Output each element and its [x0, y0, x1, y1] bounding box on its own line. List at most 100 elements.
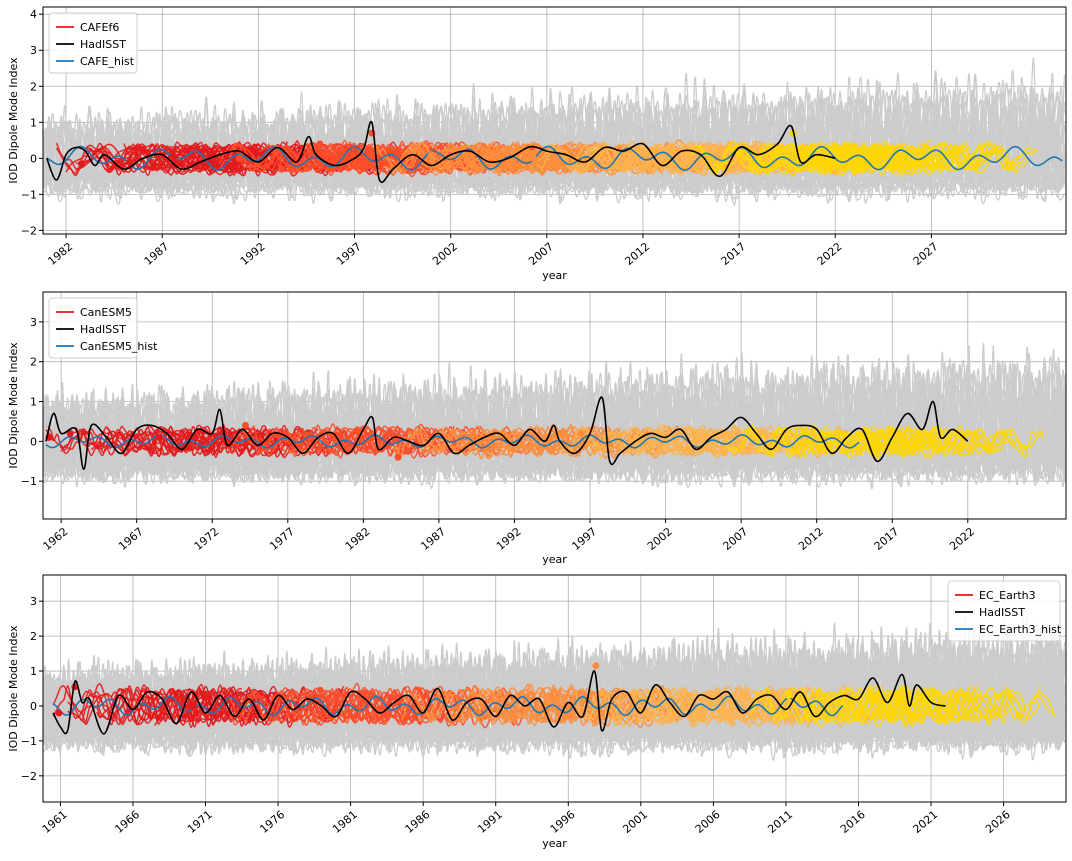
y-tick-label: 0: [30, 435, 37, 448]
y-axis-title: IOD Dipole Mode Index: [7, 57, 20, 184]
forecast-start-marker: [428, 151, 435, 158]
legend: EC_Earth3 HadISST EC_Earth3_hist: [948, 581, 1062, 641]
x-tick-label: 2011: [765, 808, 795, 836]
x-tick-label: 1982: [343, 525, 373, 553]
x-axis-title: year: [542, 837, 567, 850]
forecast-start-marker: [620, 166, 627, 173]
y-tick-label: 1: [30, 665, 37, 678]
forecast-start-marker: [242, 422, 249, 429]
forecast-start-marker: [55, 709, 62, 716]
x-tick-label: 2012: [796, 525, 826, 553]
x-tick-label: 2022: [815, 240, 845, 268]
y-tick-label: 2: [30, 356, 37, 369]
legend-label: CanESM5: [80, 306, 132, 319]
legend-label: CanESM5_hist: [80, 340, 158, 353]
x-tick-label: 1966: [112, 808, 142, 836]
forecast-start-marker: [170, 153, 177, 160]
x-tick-label: 1967: [116, 525, 146, 553]
forecast-start-marker: [395, 454, 402, 461]
plot-area: [43, 344, 1066, 489]
x-tick-label: 2026: [983, 808, 1013, 836]
plot-area: [43, 612, 1065, 760]
x-tick-label: 1997: [569, 525, 599, 553]
y-tick-label: −1: [21, 475, 37, 488]
x-tick-label: 1991: [475, 808, 505, 836]
forecast-start-marker: [189, 702, 196, 709]
y-axis-title: IOD Dipole Mode Index: [7, 625, 20, 752]
x-tick-label: 2002: [645, 525, 675, 553]
y-tick-label: −2: [21, 770, 37, 783]
plot-area: [43, 58, 1065, 205]
y-tick-label: −2: [21, 224, 37, 237]
x-tick-label: 1987: [142, 240, 172, 268]
x-tick-label: 1972: [192, 525, 222, 553]
x-tick-label: 1986: [403, 808, 433, 836]
x-tick-label: 1992: [494, 525, 524, 553]
x-tick-label: 2007: [721, 525, 751, 553]
x-tick-label: 1996: [548, 808, 578, 836]
x-tick-label: 1997: [334, 240, 364, 268]
x-tick-label: 1987: [418, 525, 448, 553]
panel-1: −2 −1 0 1 2 3 4 1982 1987 1992 1997 2002 2007 2012 201…: [7, 7, 1066, 282]
forecast-start-marker: [566, 713, 573, 720]
y-tick-label: 2: [30, 630, 37, 643]
panel-2: −1 0 1 2 3 1962 1967 1972 1977 1982 1987 1992 1997 20…: [7, 292, 1066, 566]
x-tick-label: 1992: [238, 240, 268, 268]
y-tick-label: 2: [30, 80, 37, 93]
x-tick-label: 1971: [185, 808, 215, 836]
x-tick-label: 2021: [910, 808, 940, 836]
legend-label: CAFE_hist: [80, 55, 135, 68]
y-tick-label: 1: [30, 116, 37, 129]
panel-3: −2 −1 0 1 2 3 1961 1966 1971 1976 1981 1986 1991 1996…: [7, 575, 1066, 850]
legend-label: HadISST: [80, 38, 126, 51]
y-tick-label: 1: [30, 396, 37, 409]
legend-label: EC_Earth3_hist: [979, 623, 1062, 636]
y-tick-label: 0: [30, 152, 37, 165]
x-tick-label: 2016: [838, 808, 868, 836]
x-axis-title: year: [542, 269, 567, 282]
forecast-start-marker: [278, 166, 285, 173]
x-tick-label: 1981: [330, 808, 360, 836]
y-tick-label: 4: [30, 8, 37, 21]
x-tick-label: 2017: [872, 525, 902, 553]
forecast-start-marker: [126, 158, 133, 165]
x-tick-label: 2017: [719, 240, 749, 268]
x-tick-label: 2007: [526, 240, 556, 268]
x-tick-label: 1961: [40, 808, 70, 836]
legend-label: CAFEf6: [80, 21, 119, 34]
forecast-start-marker: [316, 140, 323, 147]
legend: CAFEf6 HadISST CAFE_hist: [49, 13, 137, 73]
x-tick-label: 2012: [622, 240, 652, 268]
forecast-start-marker: [78, 160, 85, 167]
y-tick-label: 0: [30, 700, 37, 713]
forecast-start-marker: [530, 155, 537, 162]
legend: CanESM5 HadISST CanESM5_hist: [49, 298, 158, 358]
x-tick-label: 1976: [258, 808, 288, 836]
forecast-start-marker: [592, 662, 599, 669]
x-tick-label: 2006: [693, 808, 723, 836]
y-axis-title: IOD Dipole Mode Index: [7, 342, 20, 469]
forecast-start-marker: [785, 692, 792, 699]
x-axis-title: year: [542, 553, 567, 566]
forecast-start-marker: [317, 687, 324, 694]
x-tick-label: 1977: [267, 525, 297, 553]
y-tick-label: 3: [30, 316, 37, 329]
x-tick-label: 1962: [41, 525, 71, 553]
forecast-start-marker: [721, 450, 728, 457]
forecast-start-marker: [438, 446, 445, 453]
x-tick-label: 2027: [911, 240, 941, 268]
y-tick-label: −1: [21, 188, 37, 201]
forecast-start-marker: [716, 151, 723, 158]
y-tick-label: −1: [21, 735, 37, 748]
legend-label: EC_Earth3: [979, 589, 1036, 602]
x-tick-label: 2002: [430, 240, 460, 268]
legend-label: HadISST: [979, 606, 1025, 619]
forecast-start-marker: [156, 434, 163, 441]
x-tick-label: 1982: [46, 240, 76, 268]
y-tick-label: 3: [30, 44, 37, 57]
y-tick-label: 3: [30, 595, 37, 608]
x-tick-label: 2001: [620, 808, 650, 836]
legend-label: HadISST: [80, 323, 126, 336]
